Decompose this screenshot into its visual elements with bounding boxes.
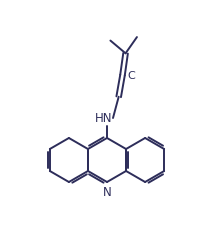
Text: N: N [103, 185, 111, 198]
Text: C: C [128, 71, 135, 81]
Text: HN: HN [95, 111, 113, 124]
